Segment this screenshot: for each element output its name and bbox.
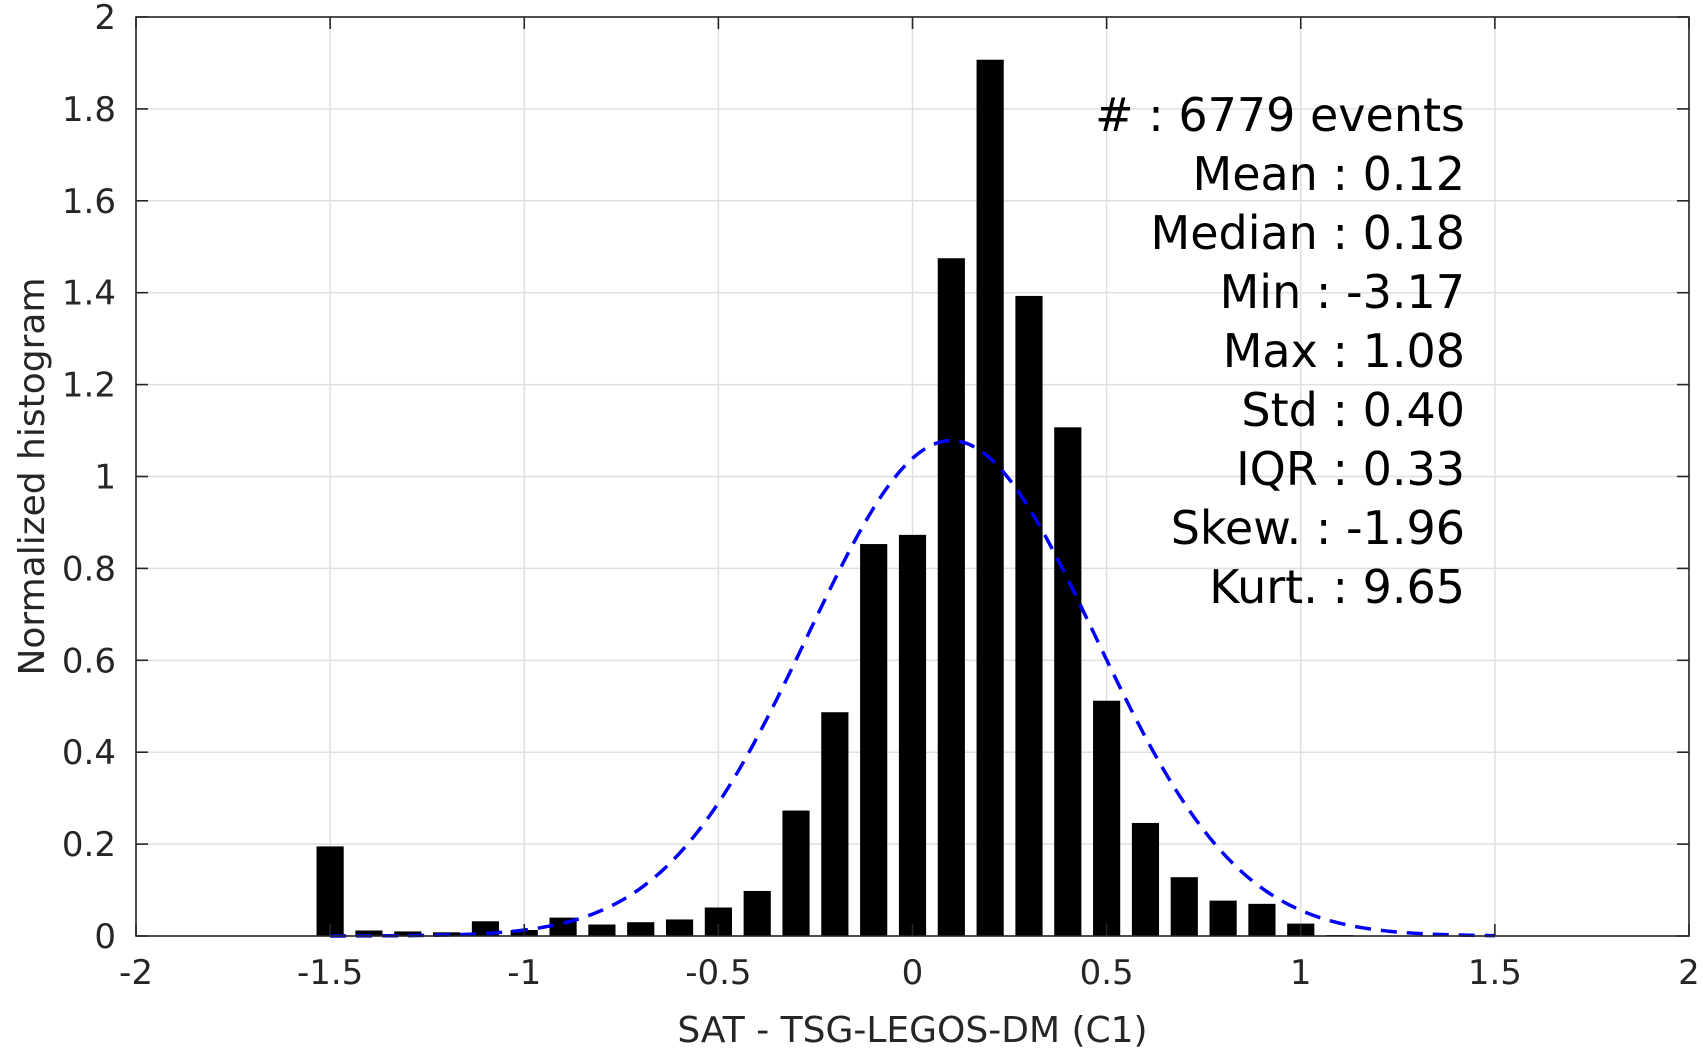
histogram-bar xyxy=(1248,903,1276,936)
stat-line: Mean : 0.12 xyxy=(1193,147,1466,201)
x-tick-label: 2 xyxy=(1678,953,1700,993)
stat-line: Std : 0.40 xyxy=(1241,383,1465,437)
histogram-bar xyxy=(782,810,810,936)
x-tick-label: -0.5 xyxy=(685,953,751,993)
x-tick-label: -1 xyxy=(507,953,541,993)
histogram-bar xyxy=(1209,900,1237,936)
histogram-bar xyxy=(860,544,888,936)
y-axis-title: Normalized histogram xyxy=(12,277,53,675)
histogram-bar xyxy=(1170,877,1198,936)
x-tick-label: 0 xyxy=(902,953,924,993)
histogram-bar xyxy=(898,534,927,936)
x-tick-label: 1.5 xyxy=(1468,953,1522,993)
histogram-bar xyxy=(821,712,849,936)
stat-line: IQR : 0.33 xyxy=(1236,442,1465,496)
y-tick-label: 1 xyxy=(94,458,116,498)
stat-line: # : 6779 events xyxy=(1095,88,1465,142)
y-tick-label: 1.4 xyxy=(62,274,116,314)
histogram-bar xyxy=(355,930,383,936)
x-tick-label: -2 xyxy=(119,953,153,993)
y-tick-label: 0 xyxy=(94,917,116,957)
stat-line: Median : 0.18 xyxy=(1151,206,1465,260)
stat-line: Skew. : -1.96 xyxy=(1171,501,1465,555)
histogram-bar xyxy=(1093,700,1121,936)
y-tick-label: 1.6 xyxy=(62,182,116,222)
stat-line: Min : -3.17 xyxy=(1220,265,1465,319)
x-tick-label: -1.5 xyxy=(297,953,363,993)
tick-labels: -2 -1.5 -1 -0.5 0 0.5 1 1.5 2 0 0.2 0.4 0.6 0.8 1 1.2 1.… xyxy=(62,0,1700,993)
histogram-bars xyxy=(316,59,1354,936)
histogram-bar xyxy=(665,919,694,936)
stat-line: Kurt. : 9.65 xyxy=(1209,560,1465,614)
histogram-bar xyxy=(1015,295,1043,936)
histogram-bar xyxy=(1054,427,1082,936)
histogram-bar xyxy=(394,931,422,936)
y-tick-label: 0.6 xyxy=(62,641,116,681)
stat-line: Max : 1.08 xyxy=(1223,324,1465,378)
y-tick-label: 1.2 xyxy=(62,366,116,406)
y-tick-label: 0.8 xyxy=(62,549,116,589)
x-tick-label: 0.5 xyxy=(1080,953,1134,993)
x-tick-label: 1 xyxy=(1290,953,1312,993)
histogram-bar xyxy=(743,890,771,936)
y-tick-label: 0.4 xyxy=(62,733,116,773)
histogram-bar xyxy=(316,846,344,936)
histogram-bar xyxy=(1131,822,1160,936)
y-tick-label: 1.8 xyxy=(62,90,116,130)
y-tick-label: 2 xyxy=(94,0,116,38)
y-tick-label: 0.2 xyxy=(62,825,116,865)
x-axis-title: SAT - TSG-LEGOS-DM (C1) xyxy=(677,1010,1147,1051)
histogram-bar xyxy=(976,59,1004,936)
histogram-bar xyxy=(937,258,965,936)
histogram-bar xyxy=(588,924,616,936)
histogram-bar xyxy=(627,922,655,936)
axes xyxy=(135,16,1690,937)
